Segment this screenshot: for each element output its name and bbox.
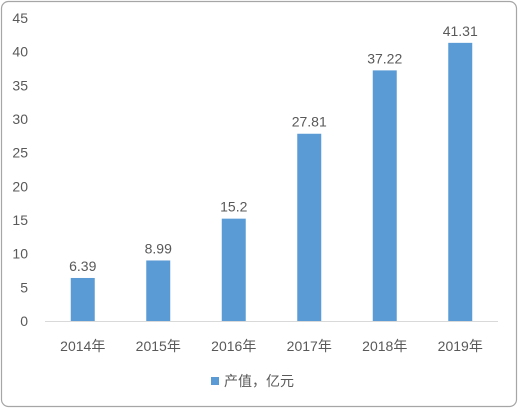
legend-label: 产值，亿元	[224, 373, 294, 389]
y-tick-label: 45	[12, 10, 28, 26]
data-labels: 6.39 8.99 15.2 27.81 37.22 41.31	[69, 23, 478, 274]
y-tick-label: 5	[20, 279, 28, 295]
x-tick-label: 2017年	[287, 338, 332, 354]
y-tick-label: 15	[12, 212, 28, 228]
y-tick-label: 40	[12, 44, 28, 60]
y-tick-label: 25	[12, 145, 28, 161]
bar	[297, 133, 322, 321]
data-label: 6.39	[69, 258, 96, 274]
y-axis-tick-labels: 0 5 10 15 20 25 30 35 40 45	[12, 10, 28, 329]
x-tick-label: 2019年	[438, 338, 483, 354]
data-label: 37.22	[367, 50, 402, 66]
bar	[372, 70, 397, 321]
y-tick-label: 30	[12, 111, 28, 127]
y-tick-label: 10	[12, 246, 28, 262]
data-label: 27.81	[292, 114, 327, 130]
data-label: 15.2	[220, 199, 247, 215]
data-label: 41.31	[443, 23, 478, 39]
x-tick-label: 2018年	[362, 338, 407, 354]
legend-swatch	[211, 377, 219, 385]
bar	[221, 218, 246, 321]
bar	[146, 260, 171, 321]
x-tick-label: 2015年	[136, 338, 181, 354]
bars	[70, 42, 473, 321]
bar	[448, 42, 473, 321]
y-tick-label: 20	[12, 178, 28, 194]
y-tick-label: 35	[12, 77, 28, 93]
x-axis-tick-labels: 2014年 2015年 2016年 2017年 2018年 2019年	[60, 338, 483, 354]
y-tick-label: 0	[20, 313, 28, 329]
bar	[70, 277, 95, 321]
x-tick-label: 2016年	[211, 338, 256, 354]
x-tick-label: 2014年	[60, 338, 105, 354]
legend: 产值，亿元	[211, 373, 294, 389]
data-label: 8.99	[145, 240, 172, 256]
